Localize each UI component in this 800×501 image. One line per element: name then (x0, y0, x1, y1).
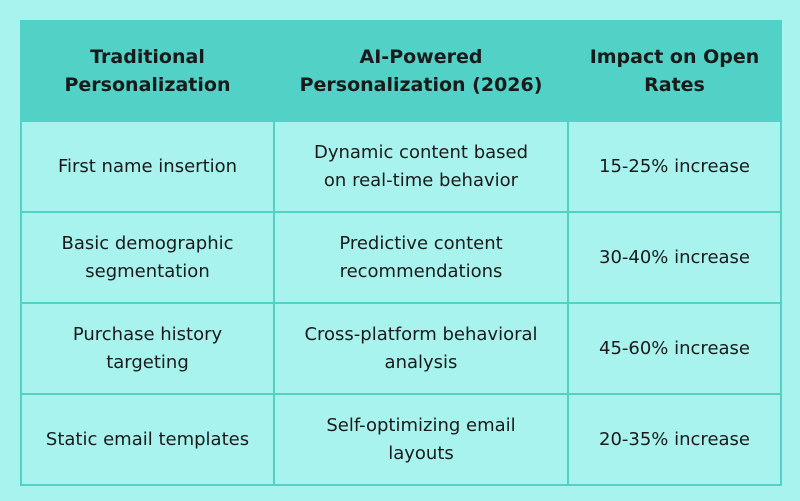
table-cell: Purchase history targeting (20, 302, 275, 395)
table-cell: 30-40% increase (567, 211, 782, 304)
table-row: First name insertion Dynamic content base… (20, 120, 782, 213)
cell-line: layouts (388, 442, 454, 464)
table-cell: 45-60% increase (567, 302, 782, 395)
cell-line: Predictive content (339, 232, 503, 254)
cell-line: Impact on Open (589, 46, 760, 68)
comparison-table: Traditional Personalization AI-Powered Pers… (20, 20, 782, 486)
header-row: Traditional Personalization AI-Powered Pers… (20, 20, 782, 122)
cell-line: Self-optimizing email (326, 414, 516, 436)
table-cell: Basic demographic segmentation (20, 211, 275, 304)
cell-line: Traditional (90, 46, 205, 68)
table-cell: Dynamic content based on real-time behavi… (273, 120, 569, 213)
table-cell: First name insertion (20, 120, 275, 213)
cell-line: Static email templates (45, 428, 250, 450)
cell-line: AI-Powered (359, 46, 483, 68)
cell-line: 45-60% increase (599, 337, 750, 359)
cell-line: Cross-platform behavioral (304, 323, 538, 345)
cell-line: Personalization (2026) (299, 74, 543, 96)
table-cell: Static email templates (20, 393, 275, 486)
cell-line: Dynamic content based (313, 141, 529, 163)
cell-line: 20-35% increase (599, 428, 750, 450)
table-cell: Cross-platform behavioral analysis (273, 302, 569, 395)
cell-line: 15-25% increase (599, 155, 750, 177)
cell-line: Purchase history (72, 323, 223, 345)
table-row: Basic demographic segmentation Predictive … (20, 211, 782, 304)
table-cell: 15-25% increase (567, 120, 782, 213)
cell-line: Personalization (64, 74, 231, 96)
table-body: First name insertion Dynamic content base… (20, 120, 782, 486)
cell-line: on real-time behavior (323, 169, 519, 191)
cell-line: analysis (384, 351, 458, 373)
cell-line: 30-40% increase (599, 246, 750, 268)
cell-line: segmentation (85, 260, 210, 282)
header-cell: Impact on Open Rates (567, 20, 782, 122)
header-cell: AI-Powered Personalization (2026) (273, 20, 569, 122)
cell-line: Rates (644, 74, 705, 96)
table-row: Purchase history targeting Cross-platform … (20, 302, 782, 395)
table-cell: Self-optimizing email layouts (273, 393, 569, 486)
table-row: Static email templates Self-optimizing em… (20, 393, 782, 486)
header-cell: Traditional Personalization (20, 20, 275, 122)
table-cell: 20-35% increase (567, 393, 782, 486)
cell-line: targeting (106, 351, 189, 373)
cell-line: Basic demographic (61, 232, 234, 254)
cell-line: First name insertion (57, 155, 238, 177)
cell-line: recommendations (339, 260, 503, 282)
table-cell: Predictive content recommendations (273, 211, 569, 304)
